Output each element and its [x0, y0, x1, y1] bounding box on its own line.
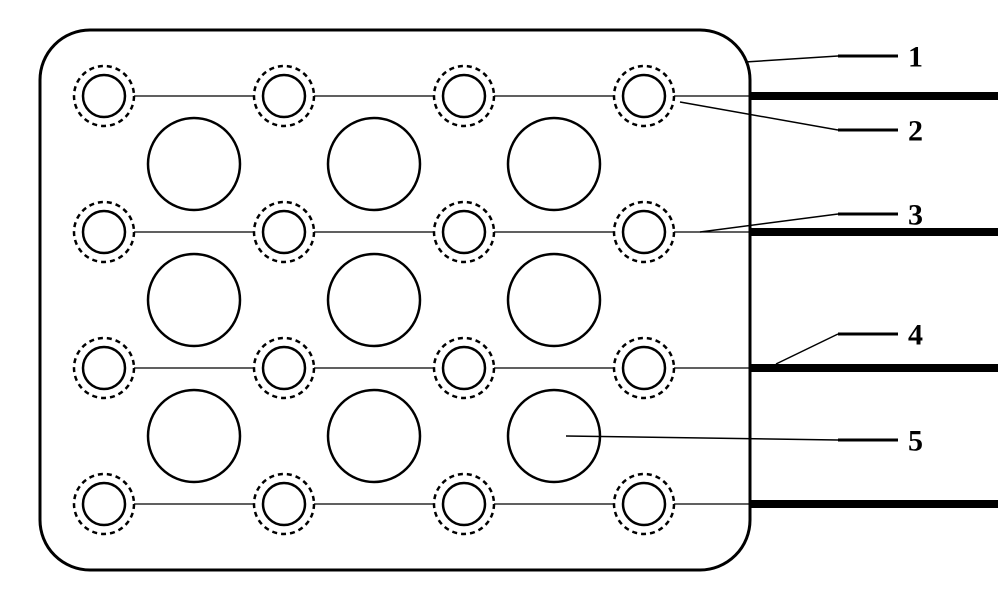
large-circle: [508, 118, 600, 210]
small-circle-inner: [263, 347, 305, 389]
small-circle-inner: [83, 75, 125, 117]
small-circle-inner: [623, 211, 665, 253]
small-circle-inner: [623, 347, 665, 389]
large-circle: [328, 118, 420, 210]
small-circle-inner: [83, 347, 125, 389]
small-circle-inner: [263, 211, 305, 253]
label-text: 3: [908, 199, 923, 232]
lead-bar: [750, 500, 998, 508]
large-circle: [148, 118, 240, 210]
large-circle: [508, 254, 600, 346]
small-circle-inner: [443, 347, 485, 389]
small-circle-inner: [443, 483, 485, 525]
small-circle-inner: [263, 483, 305, 525]
small-circle-inner: [443, 75, 485, 117]
large-circle: [148, 390, 240, 482]
diagram-canvas: 1 2 3 4 5: [0, 0, 1000, 590]
small-circle-inner: [83, 211, 125, 253]
small-circle-inner: [83, 483, 125, 525]
label-text: 5: [908, 425, 923, 458]
small-circle-inner: [623, 483, 665, 525]
large-circle: [328, 390, 420, 482]
lead-bar: [750, 228, 998, 236]
large-circle: [148, 254, 240, 346]
small-circle-inner: [263, 75, 305, 117]
label-text: 1: [908, 41, 923, 74]
small-circle-inner: [443, 211, 485, 253]
lead-bar: [750, 364, 998, 372]
lead-bar: [750, 92, 998, 100]
label-leader: [776, 334, 838, 364]
large-circle: [328, 254, 420, 346]
label-text: 4: [908, 319, 923, 352]
small-circle-inner: [623, 75, 665, 117]
label-text: 2: [908, 115, 923, 148]
label-leader: [745, 56, 838, 62]
